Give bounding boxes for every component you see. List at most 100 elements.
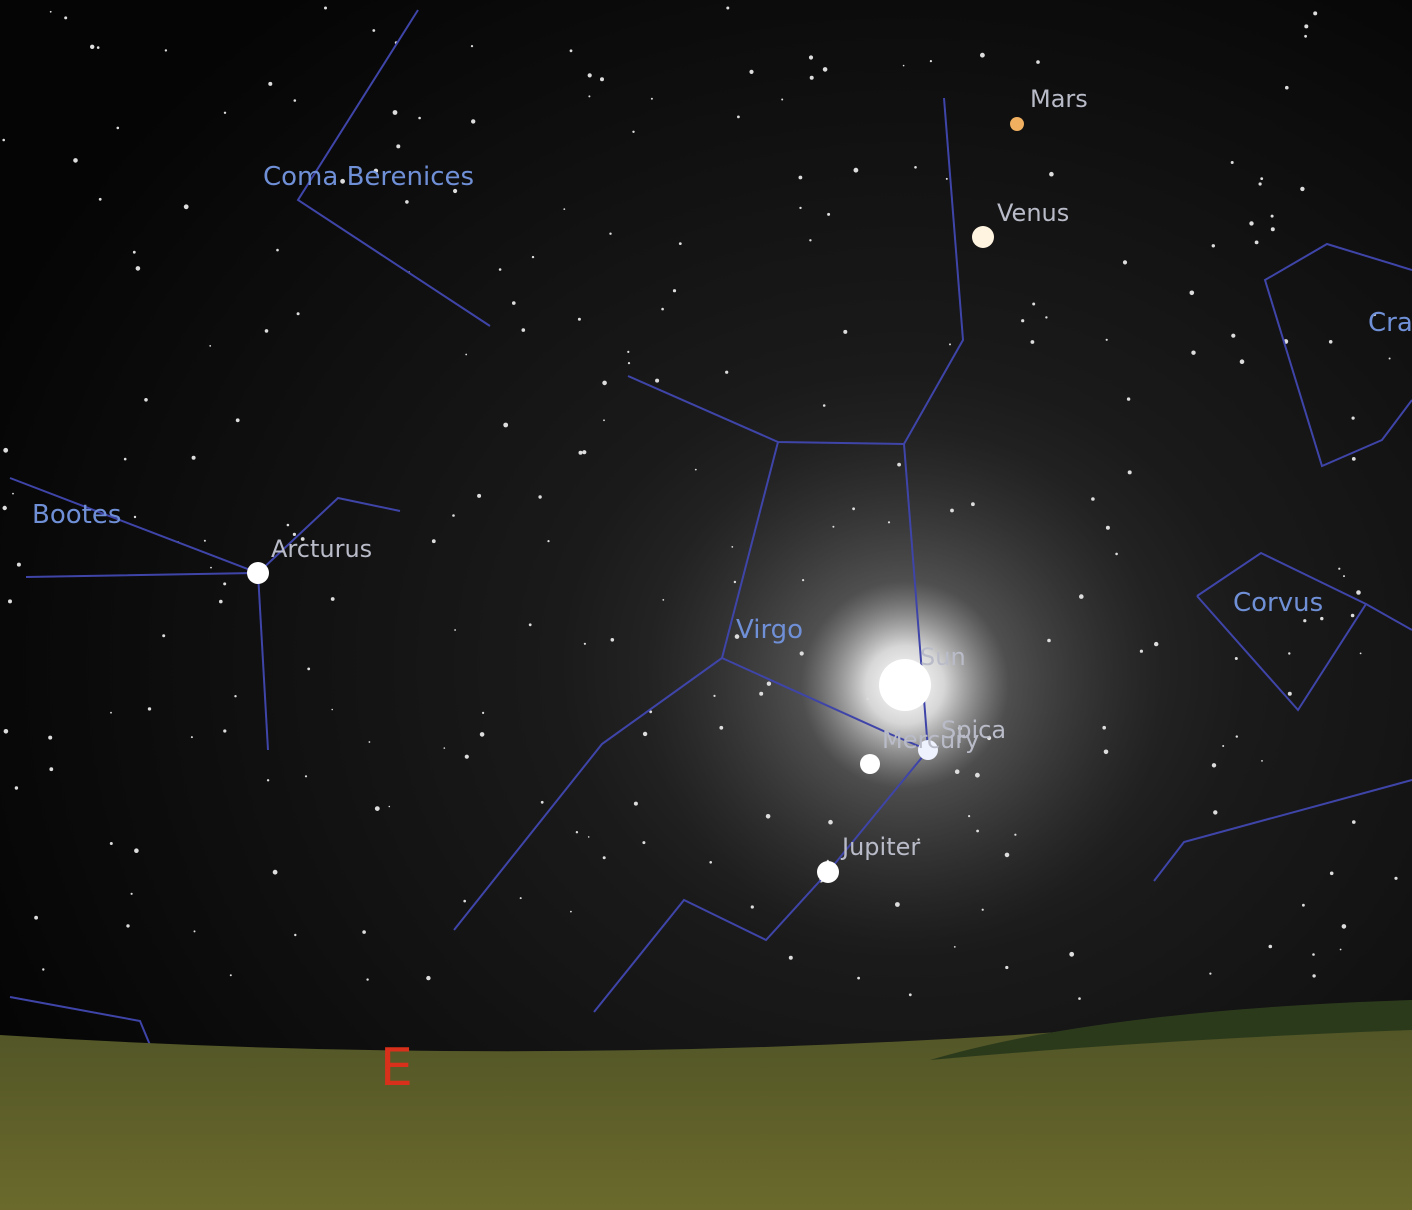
star: [1351, 614, 1355, 618]
star: [897, 463, 901, 467]
star: [588, 836, 590, 838]
star: [1212, 763, 1216, 767]
star: [895, 902, 900, 907]
star: [800, 651, 804, 655]
star: [134, 516, 136, 518]
star: [809, 239, 811, 241]
star: [578, 318, 581, 321]
star: [609, 233, 611, 235]
star: [267, 779, 269, 781]
star: [224, 112, 226, 114]
star: [759, 692, 763, 696]
star: [204, 540, 206, 542]
star: [1303, 619, 1306, 622]
star: [117, 127, 120, 130]
star: [90, 45, 94, 49]
star: [134, 848, 139, 853]
star: [1352, 457, 1356, 461]
star: [520, 897, 522, 899]
star: [751, 905, 754, 908]
star: [64, 16, 67, 19]
star: [982, 909, 984, 911]
star: [1191, 351, 1195, 355]
star: [954, 946, 956, 948]
star: [1069, 952, 1074, 957]
star: [297, 312, 300, 315]
page: Coma Berenices Bootes Virgo Corvus Cra M…: [0, 0, 1412, 1210]
star: [767, 682, 771, 686]
star: [522, 328, 526, 332]
star: [471, 119, 475, 123]
star: [602, 381, 607, 386]
star: [4, 729, 9, 734]
star: [541, 801, 544, 804]
star: [810, 76, 814, 80]
star: [576, 831, 578, 833]
star: [372, 29, 375, 32]
star: [1091, 497, 1095, 501]
constellation-label: Virgo: [736, 615, 803, 645]
star: [307, 668, 310, 671]
constellation-label: Corvus: [1233, 588, 1323, 618]
star: [465, 755, 469, 759]
star: [628, 362, 630, 364]
star: [1213, 810, 1217, 814]
star: [857, 977, 860, 980]
star: [1259, 182, 1262, 185]
star: [209, 345, 211, 347]
star: [1312, 974, 1315, 977]
star: [582, 450, 586, 454]
star: [725, 371, 728, 374]
star: [1340, 949, 1342, 951]
star: [600, 77, 604, 81]
star: [832, 526, 834, 528]
star: [603, 419, 605, 421]
star: [1140, 650, 1143, 653]
star: [662, 599, 664, 601]
object-label: Sun: [920, 643, 966, 671]
star: [375, 806, 380, 811]
star: [1235, 657, 1238, 660]
star: [305, 775, 307, 777]
planet: [817, 861, 839, 883]
star: [1356, 590, 1361, 595]
star: [950, 509, 954, 513]
star: [191, 736, 193, 738]
star: [1209, 973, 1211, 975]
star: [393, 110, 398, 115]
star: [976, 830, 979, 833]
star: [210, 567, 212, 569]
star: [852, 507, 855, 510]
star: [499, 268, 502, 271]
star: [547, 540, 549, 542]
star: [673, 289, 676, 292]
star: [734, 581, 736, 583]
star: [529, 623, 532, 626]
star: [1360, 653, 1362, 655]
star: [563, 208, 565, 210]
star: [1236, 735, 1238, 737]
star: [781, 99, 783, 101]
star: [324, 7, 327, 10]
star: [1288, 652, 1290, 654]
star: [802, 579, 804, 581]
star: [731, 546, 733, 548]
star: [584, 643, 586, 645]
star: [294, 934, 296, 936]
constellation-label: Coma Berenices: [263, 162, 474, 192]
star: [1302, 904, 1305, 907]
star: [1231, 161, 1234, 164]
star: [17, 563, 21, 567]
star: [396, 144, 400, 148]
planet: [1010, 117, 1024, 131]
star: [971, 502, 975, 506]
star: [482, 712, 484, 714]
star: [444, 747, 446, 749]
star: [1222, 745, 1224, 747]
star: [465, 354, 467, 356]
star: [1285, 86, 1289, 90]
star: [362, 930, 366, 934]
star: [643, 732, 647, 736]
star: [914, 166, 917, 169]
star: [219, 600, 223, 604]
